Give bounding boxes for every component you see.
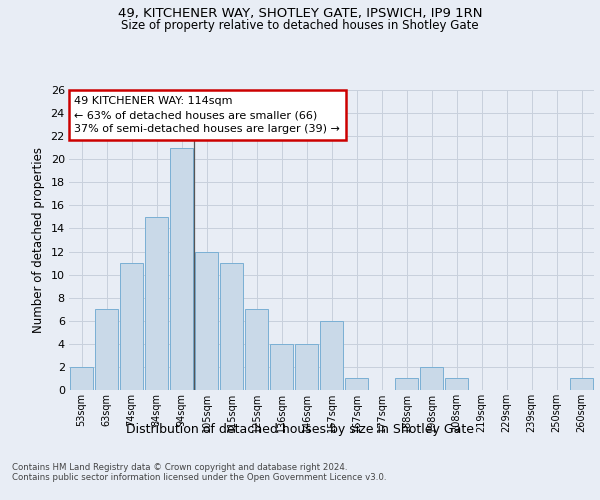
Bar [569, 378, 593, 390]
Bar [395, 378, 418, 390]
Bar [70, 367, 94, 390]
Text: Distribution of detached houses by size in Shotley Gate: Distribution of detached houses by size … [126, 422, 474, 436]
Bar [419, 367, 443, 390]
Bar [245, 309, 268, 390]
Bar [320, 321, 343, 390]
Text: Contains public sector information licensed under the Open Government Licence v3: Contains public sector information licen… [12, 472, 386, 482]
Bar [170, 148, 193, 390]
Text: 49, KITCHENER WAY, SHOTLEY GATE, IPSWICH, IP9 1RN: 49, KITCHENER WAY, SHOTLEY GATE, IPSWICH… [118, 8, 482, 20]
Text: Size of property relative to detached houses in Shotley Gate: Size of property relative to detached ho… [121, 19, 479, 32]
Y-axis label: Number of detached properties: Number of detached properties [32, 147, 45, 333]
Text: 49 KITCHENER WAY: 114sqm
← 63% of detached houses are smaller (66)
37% of semi-d: 49 KITCHENER WAY: 114sqm ← 63% of detach… [74, 96, 340, 134]
Bar [145, 217, 169, 390]
Bar [194, 252, 218, 390]
Bar [445, 378, 469, 390]
Text: Contains HM Land Registry data © Crown copyright and database right 2024.: Contains HM Land Registry data © Crown c… [12, 462, 347, 471]
Bar [269, 344, 293, 390]
Bar [95, 309, 118, 390]
Bar [344, 378, 368, 390]
Bar [295, 344, 319, 390]
Bar [220, 263, 244, 390]
Bar [119, 263, 143, 390]
